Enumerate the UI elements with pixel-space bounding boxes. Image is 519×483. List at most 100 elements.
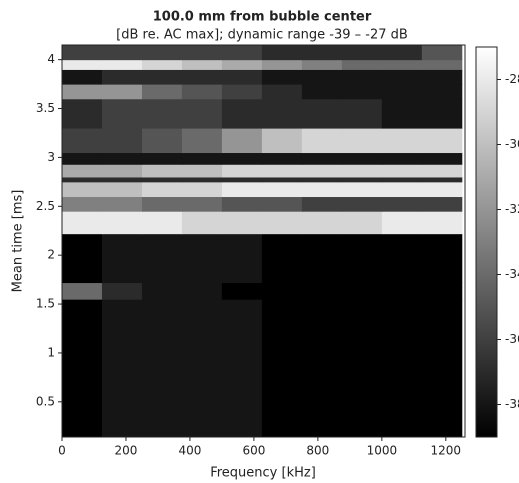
heatmap-cell bbox=[101, 181, 143, 198]
y-tick-label: 3 bbox=[47, 150, 55, 164]
colorbar-tick-label: -28 bbox=[505, 72, 519, 86]
heatmap-cell bbox=[301, 282, 343, 300]
heatmap-cell bbox=[181, 196, 223, 212]
heatmap-cell bbox=[221, 299, 263, 438]
heatmap-cell bbox=[341, 181, 383, 198]
heatmap-cell bbox=[141, 128, 183, 154]
heatmap-cell bbox=[181, 152, 223, 165]
heatmap-cell bbox=[301, 128, 343, 154]
heatmap-cell bbox=[101, 152, 143, 165]
heatmap-cell bbox=[141, 176, 183, 183]
heatmap-cell bbox=[62, 45, 103, 61]
heatmap-cell bbox=[341, 59, 383, 70]
heatmap-cell bbox=[221, 233, 263, 284]
heatmap-cell bbox=[381, 181, 423, 198]
heatmap-cell bbox=[261, 84, 303, 100]
heatmap-cell bbox=[62, 176, 103, 183]
heatmap-cell bbox=[341, 128, 383, 154]
heatmap-cell bbox=[261, 69, 303, 85]
heatmap-cell bbox=[301, 69, 343, 85]
heatmap-cell bbox=[141, 211, 183, 235]
heatmap-cell bbox=[101, 45, 143, 61]
heatmap-cell bbox=[341, 299, 383, 438]
heatmap-cell bbox=[421, 59, 463, 70]
heatmap-cell bbox=[181, 176, 223, 183]
heatmap-cell bbox=[421, 176, 463, 183]
heatmap-cell bbox=[101, 176, 143, 183]
heatmap-cell bbox=[261, 152, 303, 165]
x-tick-label: 400 bbox=[178, 444, 201, 458]
heatmap-cell bbox=[261, 164, 303, 178]
heatmap-cell bbox=[62, 164, 103, 178]
heatmap-cell bbox=[381, 176, 423, 183]
heatmap-cell bbox=[181, 233, 223, 284]
heatmap-cell bbox=[62, 211, 103, 235]
heatmap-cell bbox=[301, 98, 343, 129]
heatmap-cell bbox=[62, 128, 103, 154]
heatmap-cell bbox=[301, 45, 343, 61]
heatmap-cell bbox=[101, 59, 143, 70]
heatmap-cell bbox=[141, 59, 183, 70]
chart-title: 100.0 mm from bubble center bbox=[153, 10, 372, 25]
heatmap-cell bbox=[301, 84, 343, 100]
heatmap-cell bbox=[261, 98, 303, 129]
heatmap-cell bbox=[301, 299, 343, 438]
heatmap-cell bbox=[341, 45, 383, 61]
heatmap-cell bbox=[261, 196, 303, 212]
y-tick-label: 2.5 bbox=[36, 199, 55, 213]
heatmap bbox=[62, 45, 463, 438]
heatmap-cell bbox=[341, 152, 383, 165]
colorbar-tick-label: -34 bbox=[505, 267, 519, 281]
heatmap-cell bbox=[381, 98, 423, 129]
heatmap-cell bbox=[261, 45, 303, 61]
heatmap-cell bbox=[101, 164, 143, 178]
heatmap-cell bbox=[381, 233, 423, 284]
heatmap-cell bbox=[301, 181, 343, 198]
heatmap-cell bbox=[381, 152, 423, 165]
chart-subtitle: [dB re. AC max]; dynamic range -39 – -27… bbox=[116, 28, 408, 43]
heatmap-cell bbox=[221, 181, 263, 198]
heatmap-cell bbox=[62, 69, 103, 85]
heatmap-cell bbox=[181, 181, 223, 198]
heatmap-cell bbox=[141, 299, 183, 438]
heatmap-cell bbox=[181, 98, 223, 129]
heatmap-cell bbox=[221, 176, 263, 183]
y-tick-label: 4 bbox=[47, 52, 55, 66]
heatmap-cell bbox=[301, 233, 343, 284]
heatmap-cell bbox=[341, 164, 383, 178]
x-tick-label: 200 bbox=[115, 444, 138, 458]
heatmap-cell bbox=[101, 211, 143, 235]
heatmap-cell bbox=[381, 59, 423, 70]
heatmap-cell bbox=[341, 196, 383, 212]
x-tick-label: 600 bbox=[242, 444, 265, 458]
heatmap-cell bbox=[421, 282, 463, 300]
heatmap-cell bbox=[261, 181, 303, 198]
heatmap-cell bbox=[381, 84, 423, 100]
heatmap-cell bbox=[341, 84, 383, 100]
heatmap-cell bbox=[62, 152, 103, 165]
heatmap-cell bbox=[101, 98, 143, 129]
colorbar-tick-label: -30 bbox=[505, 137, 519, 151]
heatmap-cell bbox=[62, 282, 103, 300]
heatmap-cell bbox=[421, 211, 463, 235]
plot-frame bbox=[61, 44, 466, 438]
heatmap-cell bbox=[101, 196, 143, 212]
heatmap-cell bbox=[62, 196, 103, 212]
heatmap-cell bbox=[62, 233, 103, 284]
y-tick-label: 1 bbox=[47, 345, 55, 359]
heatmap-cell bbox=[261, 59, 303, 70]
heatmap-cell bbox=[301, 164, 343, 178]
heatmap-cell bbox=[221, 282, 263, 300]
heatmap-cell bbox=[381, 164, 423, 178]
heatmap-cell bbox=[261, 282, 303, 300]
y-axis-label: Mean time [ms] bbox=[11, 190, 26, 293]
heatmap-cell bbox=[221, 84, 263, 100]
heatmap-cell bbox=[421, 233, 463, 284]
x-tick-label: 1200 bbox=[431, 444, 462, 458]
x-axis-label: Frequency [kHz] bbox=[210, 466, 316, 481]
heatmap-cell bbox=[221, 98, 263, 129]
heatmap-cell bbox=[341, 282, 383, 300]
heatmap-cell bbox=[221, 59, 263, 70]
y-tick-label: 1.5 bbox=[36, 297, 55, 311]
